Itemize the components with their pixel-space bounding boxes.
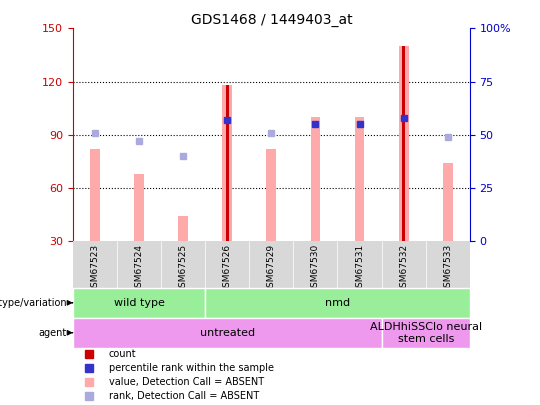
Text: wild type: wild type <box>113 298 165 308</box>
Bar <box>338 241 382 288</box>
Bar <box>293 241 338 288</box>
Text: GSM67524: GSM67524 <box>134 243 144 292</box>
Text: genotype/variation: genotype/variation <box>0 298 72 308</box>
Bar <box>355 117 365 241</box>
Text: untreated: untreated <box>200 328 255 338</box>
Bar <box>443 163 453 241</box>
Bar <box>73 241 117 288</box>
Bar <box>402 46 405 241</box>
Text: GSM67525: GSM67525 <box>179 243 188 293</box>
Text: count: count <box>109 349 136 359</box>
Bar <box>399 46 408 241</box>
Bar <box>267 149 276 241</box>
Bar <box>249 241 293 288</box>
Text: GSM67529: GSM67529 <box>267 243 276 293</box>
Bar <box>426 241 470 288</box>
Text: rank, Detection Call = ABSENT: rank, Detection Call = ABSENT <box>109 391 259 401</box>
Text: nmd: nmd <box>325 298 350 308</box>
Bar <box>382 318 470 348</box>
Text: value, Detection Call = ABSENT: value, Detection Call = ABSENT <box>109 377 264 387</box>
Bar <box>382 241 426 288</box>
Text: GSM67533: GSM67533 <box>443 243 452 293</box>
Text: GSM67531: GSM67531 <box>355 243 364 293</box>
Bar <box>226 85 229 241</box>
Bar <box>222 85 232 241</box>
Bar <box>117 241 161 288</box>
Bar <box>134 174 144 241</box>
Bar <box>205 241 249 288</box>
Bar <box>205 288 470 318</box>
Text: GSM67530: GSM67530 <box>311 243 320 293</box>
Bar <box>178 216 188 241</box>
Text: ALDHhiSSClo neural
stem cells: ALDHhiSSClo neural stem cells <box>370 322 482 343</box>
Bar <box>310 117 320 241</box>
Bar <box>161 241 205 288</box>
Text: GSM67523: GSM67523 <box>91 243 99 293</box>
Text: GSM67532: GSM67532 <box>399 243 408 293</box>
Bar <box>73 318 382 348</box>
Bar <box>90 149 100 241</box>
Bar <box>73 288 205 318</box>
Text: percentile rank within the sample: percentile rank within the sample <box>109 363 274 373</box>
Text: GSM67526: GSM67526 <box>223 243 232 293</box>
Title: GDS1468 / 1449403_at: GDS1468 / 1449403_at <box>191 13 352 27</box>
Text: agent: agent <box>39 328 72 338</box>
